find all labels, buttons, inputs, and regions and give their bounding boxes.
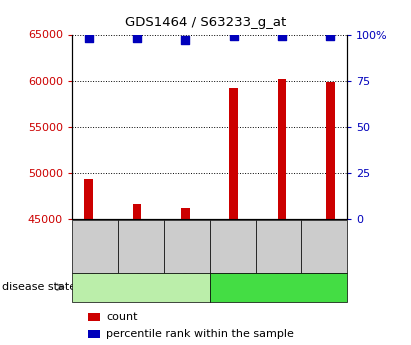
Bar: [181, 208, 190, 219]
Bar: [133, 204, 141, 219]
Bar: [278, 79, 286, 219]
Point: [85, 36, 92, 41]
Text: count: count: [106, 312, 138, 322]
Text: hypertensive: hypertensive: [242, 282, 315, 292]
Point: [327, 33, 334, 39]
Text: GSM28683: GSM28683: [319, 220, 329, 273]
Text: GSM28685: GSM28685: [136, 220, 146, 273]
Point: [279, 33, 285, 39]
Text: GSM28681: GSM28681: [228, 220, 238, 273]
Point: [134, 36, 141, 41]
Point: [231, 33, 237, 39]
Text: normotensive: normotensive: [102, 282, 179, 292]
Text: percentile rank within the sample: percentile rank within the sample: [106, 329, 294, 339]
Text: GSM28682: GSM28682: [273, 220, 284, 273]
Text: disease state: disease state: [2, 282, 76, 292]
Text: GSM28686: GSM28686: [182, 220, 192, 273]
Point: [182, 37, 189, 43]
Text: GSM28684: GSM28684: [90, 220, 100, 273]
Bar: [84, 179, 93, 219]
Bar: [229, 88, 238, 219]
Text: GDS1464 / S63233_g_at: GDS1464 / S63233_g_at: [125, 16, 286, 29]
Bar: [326, 81, 335, 219]
